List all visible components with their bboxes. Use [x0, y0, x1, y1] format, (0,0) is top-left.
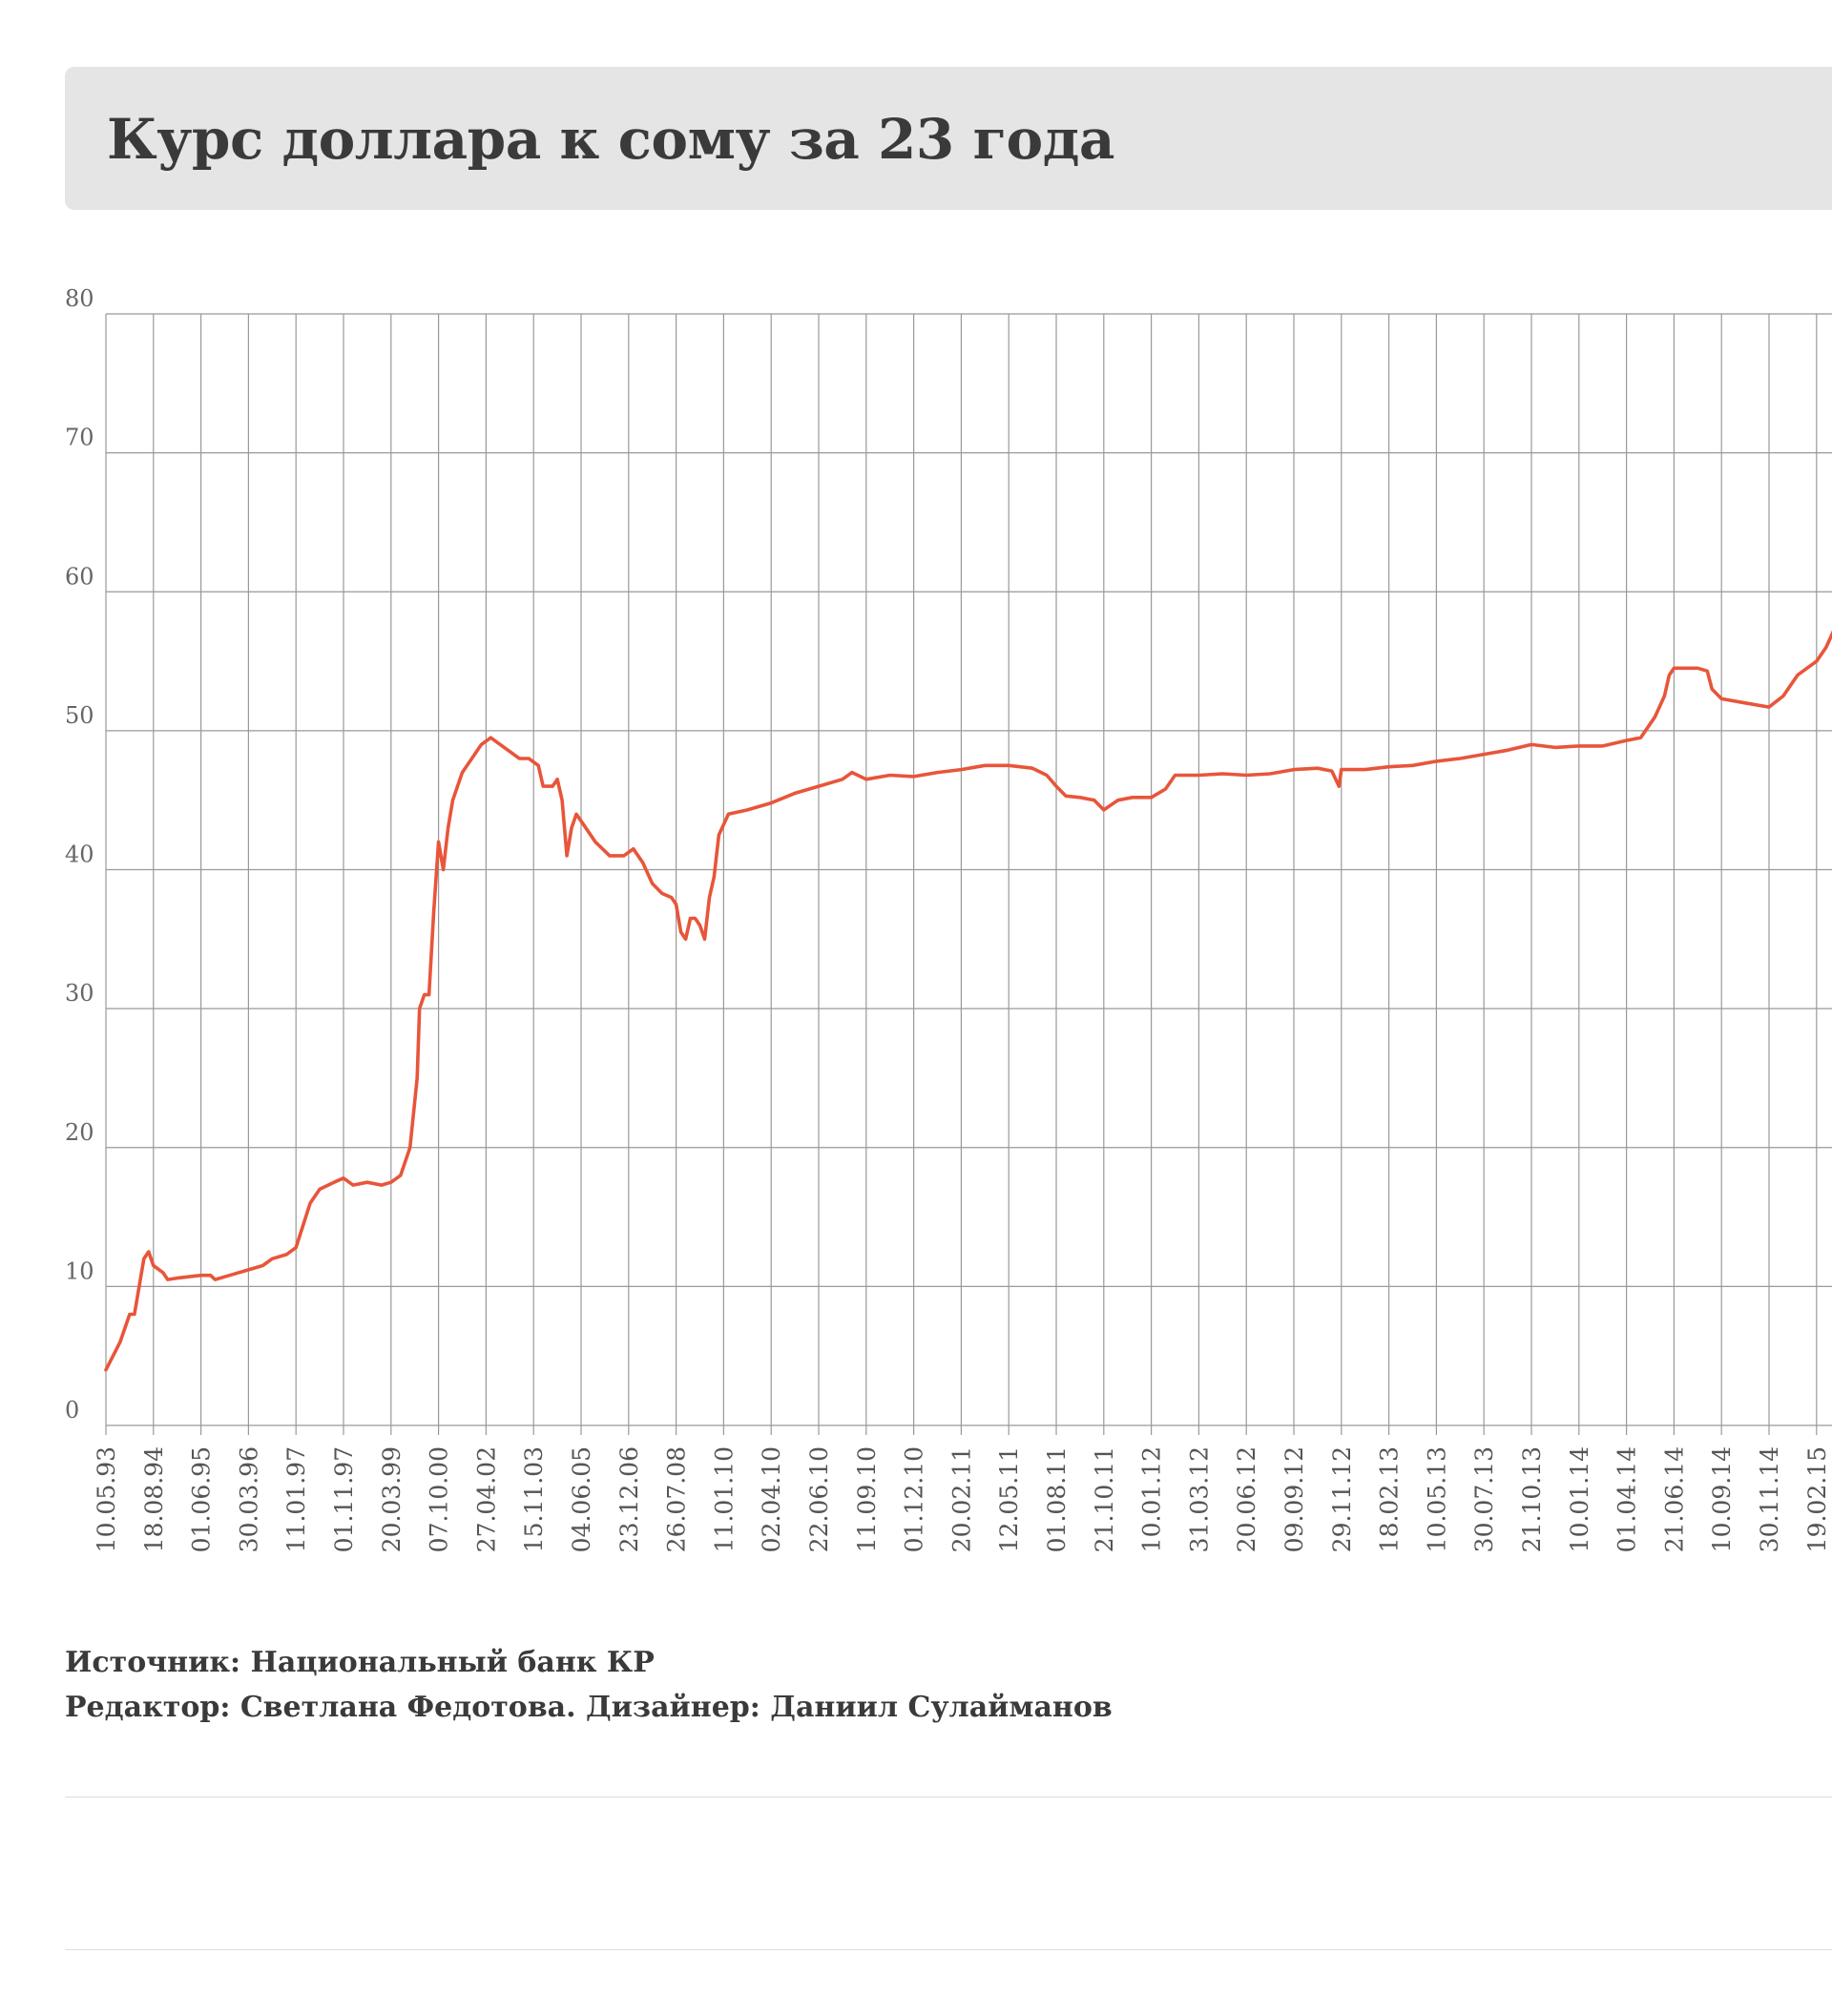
x-tick-label: 30.11.14 [1756, 1446, 1783, 1552]
x-tick-label: 04.06.05 [568, 1446, 595, 1552]
x-tick-label: 20.03.99 [378, 1446, 406, 1552]
x-tick-label: 10.09.14 [1708, 1446, 1736, 1552]
x-tick-label: 01.11.97 [330, 1446, 358, 1552]
separator-top [65, 1797, 1832, 1798]
x-tick-label: 10.05.13 [1423, 1446, 1450, 1552]
x-tick-label: 01.06.95 [188, 1446, 216, 1552]
x-tick-label: 23.12.06 [615, 1446, 643, 1552]
y-tick-label: 70 [65, 425, 94, 451]
credits-note: Редактор: Светлана Федотова. Дизайнер: Д… [65, 1691, 1113, 1724]
title-bar: Курс доллара к сому за 23 года [65, 67, 1832, 210]
x-tick-label: 19.02.15 [1803, 1446, 1831, 1552]
series-layer [104, 630, 1832, 1372]
x-tick-label: 30.03.96 [235, 1446, 262, 1552]
x-tick-label: 01.04.14 [1613, 1446, 1641, 1552]
x-tick-label: 30.07.13 [1470, 1446, 1498, 1552]
chart-title: Курс доллара к сому за 23 года [107, 107, 1114, 172]
x-tick-label: 11.01.97 [282, 1446, 310, 1552]
grid [105, 313, 1832, 1426]
x-tick-label: 22.06.10 [805, 1446, 833, 1552]
line-chart: 0 10 20 30 40 50 60 70 80 10.05.93 18.08.94 01.06.… [65, 285, 1832, 1552]
y-tick-label: 50 [65, 702, 94, 729]
x-tick-label: 01.08.11 [1043, 1446, 1071, 1552]
x-tick-label: 11.01.10 [710, 1446, 738, 1552]
y-tick-label: 60 [65, 563, 94, 590]
x-tick-label: 10.01.12 [1138, 1446, 1166, 1552]
series-line [104, 630, 1832, 1372]
x-tick-label: 20.06.12 [1233, 1446, 1260, 1552]
x-axis: 10.05.93 18.08.94 01.06.95 30.03.96 11.01.97… [93, 1425, 1831, 1552]
x-tick-label: 20.02.11 [947, 1446, 975, 1552]
x-tick-label: 18.08.94 [140, 1446, 168, 1552]
y-tick-label: 10 [65, 1257, 94, 1284]
y-tick-label: 20 [65, 1119, 94, 1146]
x-tick-label: 15.11.03 [520, 1446, 548, 1552]
x-tick-label: 31.03.12 [1185, 1446, 1213, 1552]
x-tick-label: 02.04.10 [758, 1446, 785, 1552]
x-tick-label: 21.06.14 [1660, 1446, 1688, 1552]
y-axis: 0 10 20 30 40 50 60 70 80 [65, 285, 94, 1424]
y-tick-label: 80 [65, 285, 94, 312]
x-tick-label: 01.12.10 [901, 1446, 928, 1552]
x-tick-label: 10.01.14 [1566, 1446, 1593, 1552]
x-tick-label: 10.05.93 [93, 1446, 120, 1552]
source-note: Источник: Национальный банк КР [65, 1646, 655, 1679]
y-tick-label: 40 [65, 842, 94, 868]
x-tick-label: 09.09.12 [1280, 1446, 1308, 1552]
x-tick-label: 21.10.13 [1518, 1446, 1546, 1552]
x-tick-label: 27.04.02 [472, 1446, 500, 1552]
x-tick-label: 12.05.11 [995, 1446, 1023, 1552]
x-tick-label: 18.02.13 [1376, 1446, 1404, 1552]
y-tick-label: 0 [65, 1397, 79, 1424]
x-tick-label: 11.09.10 [853, 1446, 881, 1552]
x-tick-label: 07.10.00 [426, 1446, 453, 1552]
x-tick-label: 21.10.11 [1091, 1446, 1118, 1552]
y-tick-label: 30 [65, 980, 94, 1007]
x-tick-label: 29.11.12 [1328, 1446, 1356, 1552]
separator-bottom [65, 1949, 1832, 1950]
x-tick-label: 26.07.08 [663, 1446, 691, 1552]
